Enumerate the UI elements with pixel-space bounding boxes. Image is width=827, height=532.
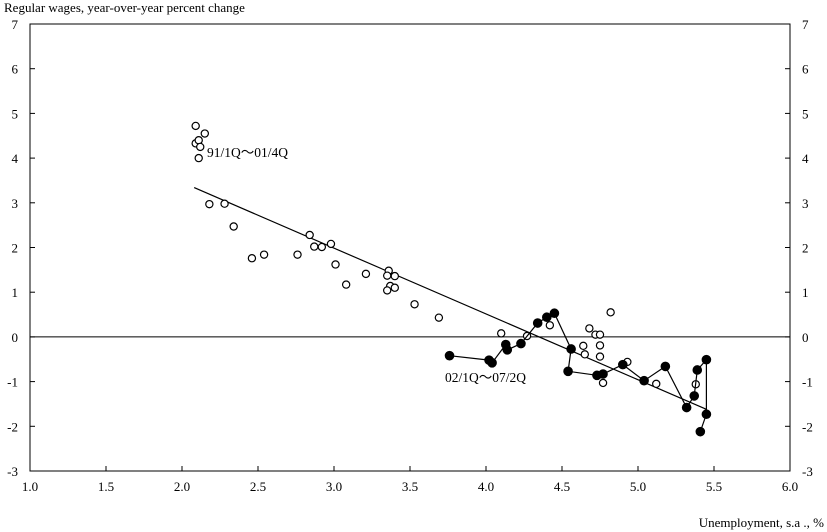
y-tick-label-left: -3	[7, 464, 18, 479]
y-tick-label-left: -1	[7, 375, 18, 390]
filled-point	[681, 402, 692, 413]
open-point	[331, 260, 340, 269]
open-point	[579, 341, 588, 351]
x-tick-label: 2.0	[174, 479, 190, 494]
filled-point	[566, 344, 576, 354]
open-point	[595, 330, 605, 339]
y-tick-label-right: 5	[802, 106, 809, 121]
axis-ticks: 1.0 1.5 2.0 2.5 3.0 3.5 4.0 4.5 5.0 5.5 6.0 7 7 6 6 5 5 4…	[7, 17, 813, 494]
open-point	[390, 271, 399, 281]
y-tick-label-right: 0	[802, 330, 809, 345]
filled-point	[502, 345, 513, 355]
x-tick-label: 3.5	[402, 479, 418, 494]
trend-line	[193, 187, 707, 410]
y-tick-label-right: 3	[802, 196, 809, 211]
open-point	[410, 300, 419, 309]
open-point	[341, 280, 351, 289]
annotation-1991-2001: 91/1Q～01/4Q	[207, 145, 288, 160]
open-point	[361, 269, 371, 279]
filled-point	[692, 365, 703, 375]
open-point	[194, 136, 203, 145]
open-point	[434, 313, 444, 322]
x-tick-label: 1.0	[22, 479, 38, 494]
y-tick-label-right: 7	[802, 17, 809, 32]
filled-point	[532, 318, 543, 328]
filled-point	[695, 426, 706, 437]
y-tick-label-left: 1	[12, 285, 19, 300]
open-point	[497, 329, 506, 338]
y-tick-label-right: -1	[802, 375, 813, 390]
filled-point	[617, 359, 628, 370]
x-tick-label: 4.0	[478, 479, 494, 494]
plot-frame	[29, 23, 791, 472]
series-1	[191, 121, 700, 389]
y-tick-label-left: 7	[12, 17, 19, 32]
open-point	[326, 239, 336, 249]
x-tick-label: 3.0	[326, 479, 342, 494]
series-group	[191, 121, 712, 437]
open-point	[383, 271, 392, 280]
open-point	[383, 286, 392, 295]
x-tick-label: 5.0	[630, 479, 646, 494]
filled-point	[598, 369, 608, 379]
y-tick-label-right: -2	[802, 419, 813, 434]
x-tick-label: 2.5	[250, 479, 266, 494]
open-point	[652, 379, 661, 389]
open-point	[598, 378, 608, 388]
x-tick-label: 1.5	[98, 479, 114, 494]
open-point	[200, 129, 209, 138]
y-axis-title: Regular wages, year-over-year percent ch…	[4, 0, 245, 15]
y-tick-label-right: 1	[802, 285, 809, 300]
y-tick-label-left: 2	[12, 241, 19, 256]
open-point	[259, 250, 269, 259]
y-tick-label-right: -3	[802, 464, 813, 479]
annotation-2002-2007: 02/1Q～07/2Q	[445, 370, 526, 385]
x-axis-title: Unemployment, s.a ., %	[699, 515, 824, 530]
open-point	[194, 153, 203, 163]
x-tick-label: 4.5	[554, 479, 570, 494]
open-point	[229, 222, 238, 231]
open-point	[585, 324, 594, 333]
open-point	[317, 242, 327, 252]
y-tick-label-left: 3	[12, 196, 19, 211]
filled-point	[444, 350, 455, 361]
open-point	[310, 242, 319, 251]
filled-point	[701, 354, 712, 365]
open-point	[305, 230, 314, 240]
filled-point	[689, 391, 700, 401]
filled-point	[660, 361, 671, 372]
filled-point	[701, 409, 712, 420]
y-tick-label-left: 6	[12, 62, 19, 77]
open-point	[220, 199, 229, 208]
open-point	[595, 352, 605, 361]
open-point	[191, 121, 200, 131]
filled-point	[563, 366, 573, 377]
x-tick-label: 5.5	[706, 479, 722, 494]
open-point	[247, 254, 257, 263]
open-point	[196, 142, 205, 152]
series-2	[444, 308, 712, 437]
y-tick-label-left: 5	[12, 106, 19, 121]
open-point	[293, 250, 302, 259]
filled-point	[639, 375, 649, 386]
y-tick-label-right: 4	[802, 151, 809, 166]
filled-point	[541, 312, 552, 323]
y-tick-label-left: 0	[12, 330, 19, 345]
filled-point	[487, 358, 497, 368]
y-tick-label-right: 2	[802, 241, 809, 256]
open-point	[595, 341, 605, 350]
open-point	[205, 199, 214, 209]
y-tick-label-left: -2	[7, 419, 18, 434]
open-point	[580, 350, 590, 359]
x-tick-label: 6.0	[782, 479, 798, 494]
y-tick-label-left: 4	[12, 151, 19, 166]
open-point	[545, 321, 555, 330]
filled-point	[549, 308, 560, 319]
y-tick-label-right: 6	[802, 62, 809, 77]
filled-point	[516, 338, 526, 349]
open-point	[390, 283, 399, 292]
open-point	[606, 308, 615, 317]
